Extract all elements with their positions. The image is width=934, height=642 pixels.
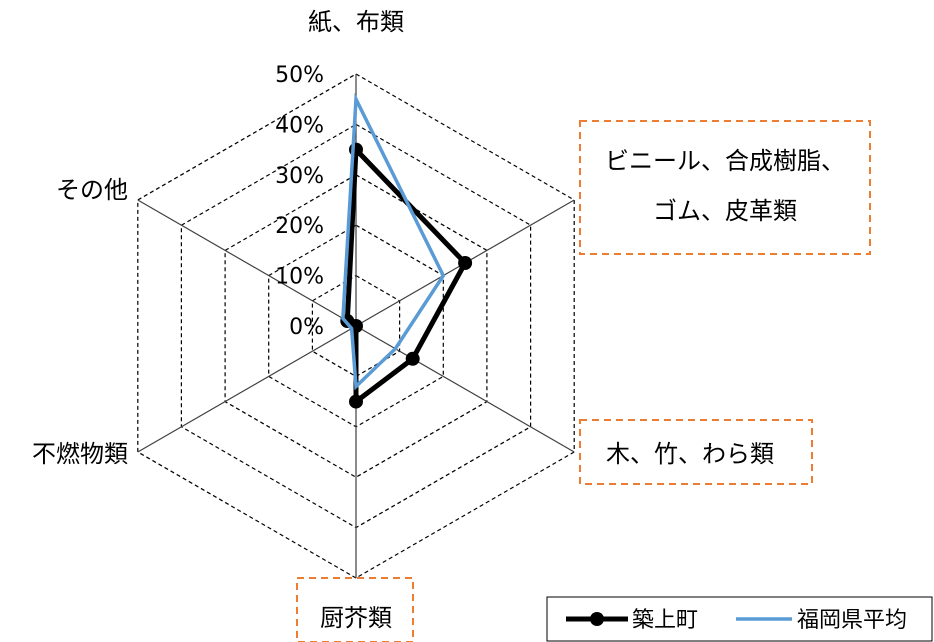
tick-label-4: 40% bbox=[275, 113, 324, 138]
series-line-0 bbox=[344, 143, 469, 407]
tick-labels: 0% 10% 20% 30% 40% 50% bbox=[275, 63, 324, 340]
tick-label-0: 0% bbox=[289, 315, 324, 340]
highlight-box-2 bbox=[579, 419, 813, 485]
series-line-1 bbox=[341, 92, 446, 391]
category-label-2: 木、竹、わら類 bbox=[606, 440, 774, 468]
category-label-4: 不燃物類 bbox=[32, 440, 128, 468]
highlight-box-3 bbox=[296, 577, 414, 642]
category-label-0: 紙、布類 bbox=[308, 8, 404, 36]
highlight-box-1 bbox=[579, 120, 871, 255]
category-highlight-boxes bbox=[296, 120, 871, 642]
series-0-point-1 bbox=[458, 256, 473, 270]
axis-spoke-5 bbox=[137, 199, 357, 327]
tick-label-2: 20% bbox=[275, 214, 324, 239]
legend-label-0: 築上町 bbox=[632, 608, 698, 633]
series-0-point-3 bbox=[349, 394, 363, 409]
category-label-3: 厨芥類 bbox=[320, 604, 392, 632]
series-group bbox=[340, 92, 473, 409]
tick-label-5: 50% bbox=[275, 63, 324, 88]
category-label-5: その他 bbox=[56, 176, 128, 204]
tick-label-1: 10% bbox=[275, 265, 324, 290]
legend-label-1: 福岡県平均 bbox=[797, 608, 907, 633]
category-label-1-line-0: ビニール、合成樹脂、 bbox=[605, 147, 845, 175]
category-label-1-line-1: ゴム、皮革類 bbox=[653, 197, 797, 225]
axis-spoke-4 bbox=[137, 325, 357, 453]
legend: 築上町 福岡県平均 bbox=[546, 596, 933, 642]
tick-label-3: 30% bbox=[275, 164, 324, 189]
legend-marker-0 bbox=[590, 612, 604, 626]
series-0-point-2 bbox=[405, 351, 420, 366]
axis-spoke-2 bbox=[355, 325, 575, 453]
